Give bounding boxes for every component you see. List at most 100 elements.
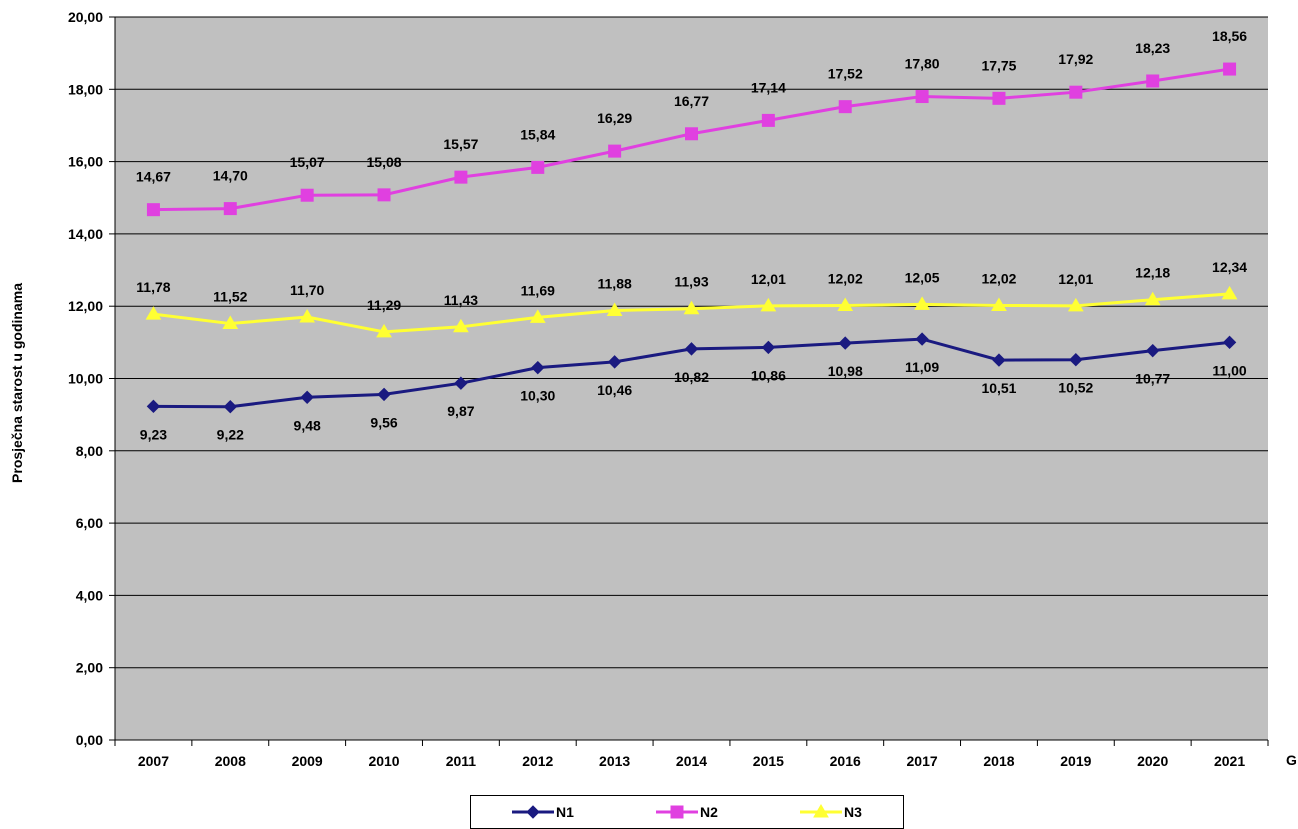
data-label: 12,34 <box>1212 259 1247 275</box>
data-label: 17,14 <box>751 79 786 95</box>
data-label: 16,77 <box>674 93 709 109</box>
data-label: 17,75 <box>981 57 1016 73</box>
x-tick-label: 2021 <box>1214 753 1245 769</box>
y-tick-label: 20,00 <box>68 9 103 25</box>
data-label: 11,09 <box>905 359 939 375</box>
data-label: 9,23 <box>140 426 167 442</box>
data-label: 12,01 <box>751 271 786 287</box>
series-group <box>145 62 1238 414</box>
data-label: 10,52 <box>1058 380 1093 396</box>
legend-label: N3 <box>844 804 862 820</box>
data-label: 12,18 <box>1135 265 1170 281</box>
data-label: 10,51 <box>981 380 1016 396</box>
legend-label: N1 <box>556 804 574 820</box>
data-label: 12,01 <box>1058 271 1093 287</box>
legend-swatch <box>512 805 555 819</box>
data-point <box>1069 352 1083 367</box>
data-label: 14,67 <box>136 169 171 185</box>
legend-swatch <box>656 805 699 819</box>
data-point <box>838 100 852 114</box>
data-point <box>670 805 684 819</box>
legend-swatch <box>800 804 843 818</box>
x-tick-label: 2016 <box>830 753 861 769</box>
x-tick-label: 2020 <box>1137 753 1168 769</box>
data-point <box>684 342 699 356</box>
data-point <box>607 355 622 369</box>
data-point <box>1067 297 1084 312</box>
data-point <box>377 387 391 402</box>
data-label: 11,52 <box>213 289 247 305</box>
data-label: 11,78 <box>136 279 170 295</box>
data-point <box>529 309 546 323</box>
data-label: 10,86 <box>751 367 786 383</box>
y-tick-label: 0,00 <box>76 732 103 748</box>
data-label: 11,69 <box>521 282 555 298</box>
data-label: 15,84 <box>520 126 555 142</box>
data-labels: 9,23 9,22 9,48 9,56 9,87 10,30 10,46 10,82 10,86… <box>136 28 1247 443</box>
data-point <box>991 297 1007 311</box>
y-tick-label: 18,00 <box>68 81 103 97</box>
data-label: 17,92 <box>1058 51 1093 67</box>
y-tick-label: 10,00 <box>68 371 103 387</box>
data-point <box>300 188 314 202</box>
x-axis-label-cut: G <box>1286 752 1297 768</box>
data-point <box>1069 85 1083 99</box>
y-axis-ticks: 0,00 2,00 4,00 6,00 8,00 10,00 12,00 14,00 16,00… <box>68 9 115 748</box>
data-label: 11,29 <box>367 297 401 313</box>
data-point <box>453 318 469 333</box>
data-label: 12,02 <box>981 270 1016 286</box>
data-point <box>376 323 392 338</box>
x-tick-label: 2009 <box>292 753 323 769</box>
data-point <box>1222 335 1237 350</box>
series-n1 <box>146 332 1237 414</box>
x-tick-label: 2008 <box>215 753 246 769</box>
y-tick-label: 12,00 <box>68 298 103 314</box>
data-point <box>761 340 776 355</box>
data-label: 9,48 <box>294 417 321 433</box>
data-label: 15,08 <box>367 154 402 170</box>
y-tick-label: 8,00 <box>76 443 103 459</box>
data-point <box>606 302 623 317</box>
x-tick-label: 2010 <box>368 753 399 769</box>
data-point <box>300 390 314 405</box>
data-point <box>531 160 545 174</box>
data-label: 14,70 <box>213 168 248 184</box>
data-point <box>992 353 1006 367</box>
data-label: 10,46 <box>597 382 632 398</box>
data-label: 15,57 <box>443 136 478 152</box>
legend-item-n3: N3 <box>800 804 862 820</box>
data-label: 12,02 <box>828 270 863 286</box>
data-label: 9,87 <box>447 403 474 419</box>
data-point <box>838 336 852 350</box>
x-tick-label: 2011 <box>446 753 477 769</box>
data-point <box>299 309 316 323</box>
legend-item-n1: N1 <box>512 804 574 820</box>
legend: N1 N2 N3 <box>470 795 904 829</box>
data-label: 17,80 <box>905 56 940 72</box>
data-label: 18,56 <box>1212 28 1247 44</box>
data-point <box>683 300 700 315</box>
data-point <box>1144 291 1161 306</box>
data-label: 9,56 <box>370 414 397 430</box>
data-point <box>608 144 622 158</box>
data-label: 15,07 <box>290 154 325 170</box>
y-tick-label: 6,00 <box>76 515 103 531</box>
x-tick-label: 2018 <box>983 753 1014 769</box>
data-label: 11,70 <box>290 282 324 298</box>
series-n2 <box>146 62 1237 217</box>
data-label: 16,29 <box>597 110 632 126</box>
data-point <box>915 90 929 104</box>
data-point <box>146 203 160 217</box>
data-label: 10,77 <box>1135 371 1170 387</box>
data-point <box>145 306 162 320</box>
data-label: 11,43 <box>444 292 478 308</box>
y-tick-label: 4,00 <box>76 587 103 603</box>
data-point <box>377 188 391 202</box>
x-tick-label: 2019 <box>1060 753 1091 769</box>
data-point <box>1146 74 1160 88</box>
y-axis-label: Prosječna starost u godinama <box>9 283 25 483</box>
x-tick-label: 2013 <box>599 753 630 769</box>
data-point <box>1223 62 1237 76</box>
legend-label: N2 <box>700 804 718 820</box>
